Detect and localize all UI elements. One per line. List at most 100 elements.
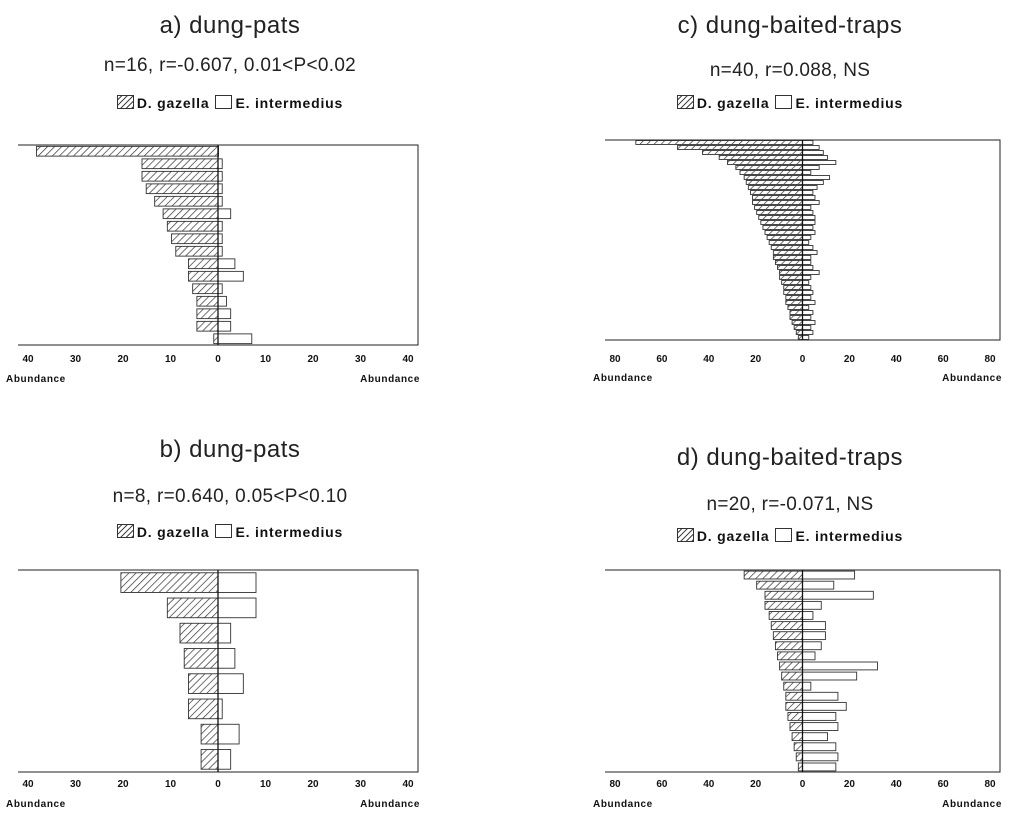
x-axis-label-right: Abundance [942,799,1002,810]
bar-eintermedius-c-33 [802,300,816,305]
legend-label-dgazella: D. gazella [696,95,770,111]
bar-dgazella-c-25 [774,260,803,265]
bar-dgazella-d-11 [781,671,803,681]
bar-dgazella-c-15 [756,210,803,215]
x-tick-label: 0 [800,354,806,365]
x-axis-label-right: Abundance [360,799,420,810]
bar-dgazella-a-2 [141,158,219,170]
bar-eintermedius-c-32 [802,295,812,300]
legend-label-eintermedius: E. intermedius [235,95,344,111]
x-tick-label: 80 [609,354,621,365]
bar-dgazella-a-5 [154,195,219,207]
legend-swatch-dgazella [116,524,134,538]
bar-dgazella-c-8 [743,175,803,180]
x-axis-label-left: Abundance [6,374,66,385]
chart-stats-a: n=16, r=-0.607, 0.01<P<0.02 [103,55,357,76]
bar-dgazella-c-38 [793,325,803,330]
bar-eintermedius-c-10 [802,185,818,190]
bar-dgazella-d-8 [774,641,803,651]
bar-eintermedius-c-19 [802,230,816,235]
legend-b: D. gazella E. intermedius [0,524,460,540]
bar-dgazella-c-34 [787,305,803,310]
bar-dgazella-c-17 [760,220,803,225]
chart-stats-d: n=20, r=-0.071, NS [706,494,874,515]
bar-dgazella-c-23 [772,250,803,255]
panel-a: a) dung-pats n=16, r=-0.607, 0.01<P<0.02… [0,0,460,410]
bar-eintermedius-c-30 [802,285,812,290]
x-tick-label: 40 [22,354,34,365]
bar-eintermedius-c-15 [802,210,814,215]
x-tick-label: 20 [117,354,129,365]
bar-dgazella-c-18 [762,225,803,230]
bar-dgazella-b-7 [200,723,219,745]
bar-eintermedius-d-20 [802,762,837,772]
bar-dgazella-d-5 [768,611,803,620]
bar-eintermedius-d-3 [802,590,874,600]
bar-dgazella-c-24 [772,255,803,260]
x-axis-label-left: Abundance [6,799,66,810]
bar-dgazella-a-14 [196,308,219,320]
bar-eintermedius-a-11 [217,270,244,282]
bar-dgazella-b-5 [187,673,219,694]
bar-eintermedius-d-2 [802,580,835,590]
bar-dgazella-c-33 [785,300,803,305]
x-tick-label: 60 [656,779,668,790]
bar-eintermedius-c-31 [802,290,814,295]
bar-dgazella-c-1 [635,140,803,145]
x-tick-label: 40 [402,779,414,790]
bar-dgazella-a-9 [175,245,219,257]
bar-dgazella-b-6 [187,698,219,720]
x-axis-label-right: Abundance [942,373,1002,384]
bar-dgazella-a-6 [162,208,219,220]
bar-eintermedius-c-34 [802,305,810,310]
legend-a: D. gazella E. intermedius [0,95,460,111]
legend-swatch-eintermedius [775,528,793,542]
x-tick-label: 10 [165,354,177,365]
x-tick-label: 10 [165,779,177,790]
x-tick-label: 30 [355,779,367,790]
chart-title-a: a) dung-pats [159,12,301,39]
x-tick-label: 80 [609,779,621,790]
bar-eintermedius-c-3 [802,150,824,155]
bar-eintermedius-b-8 [217,749,232,770]
bar-eintermedius-c-35 [802,310,814,315]
bar-dgazella-c-32 [785,295,803,300]
bar-eintermedius-c-20 [802,235,812,240]
bar-eintermedius-c-29 [802,280,810,285]
x-axis-label-left: Abundance [593,799,653,810]
chart-plot-d: 80 60 40 20 0 20 40 60 80 Abundance Abundance [593,569,1002,810]
bar-dgazella-c-20 [766,235,803,240]
legend-d: D. gazella E. intermedius [570,528,1010,544]
x-tick-label: 30 [70,779,82,790]
x-tick-label: 20 [844,354,856,365]
bar-dgazella-c-10 [747,185,803,190]
x-tick-label: 40 [402,354,414,365]
legend-c: D. gazella E. intermedius [570,95,1010,111]
bar-eintermedius-c-24 [802,255,812,260]
bar-dgazella-c-28 [779,275,803,280]
bar-eintermedius-c-25 [802,260,812,265]
bar-dgazella-b-8 [200,749,219,770]
x-tick-label: 40 [22,779,34,790]
bar-dgazella-a-1 [35,145,219,157]
x-tick-label: 20 [750,779,762,790]
bar-dgazella-c-26 [777,265,803,270]
x-tick-label: 30 [355,354,367,365]
legend-label-eintermedius: E. intermedius [795,95,904,111]
bar-eintermedius-a-14 [217,308,232,320]
bar-dgazella-a-11 [187,270,219,282]
bar-eintermedius-c-17 [802,220,816,225]
bar-dgazella-c-21 [768,240,803,245]
bar-dgazella-c-12 [752,195,803,200]
bar-eintermedius-d-8 [802,641,822,651]
bar-eintermedius-c-22 [802,245,814,250]
legend-swatch-dgazella [676,528,694,542]
bar-dgazella-d-18 [793,742,803,752]
bar-dgazella-c-11 [749,190,803,195]
x-tick-label: 40 [703,354,715,365]
bar-eintermedius-c-16 [802,215,816,220]
bar-dgazella-d-14 [785,701,803,711]
legend-label-dgazella: D. gazella [136,524,210,540]
bar-dgazella-a-13 [196,295,219,307]
bar-eintermedius-b-4 [217,648,236,669]
